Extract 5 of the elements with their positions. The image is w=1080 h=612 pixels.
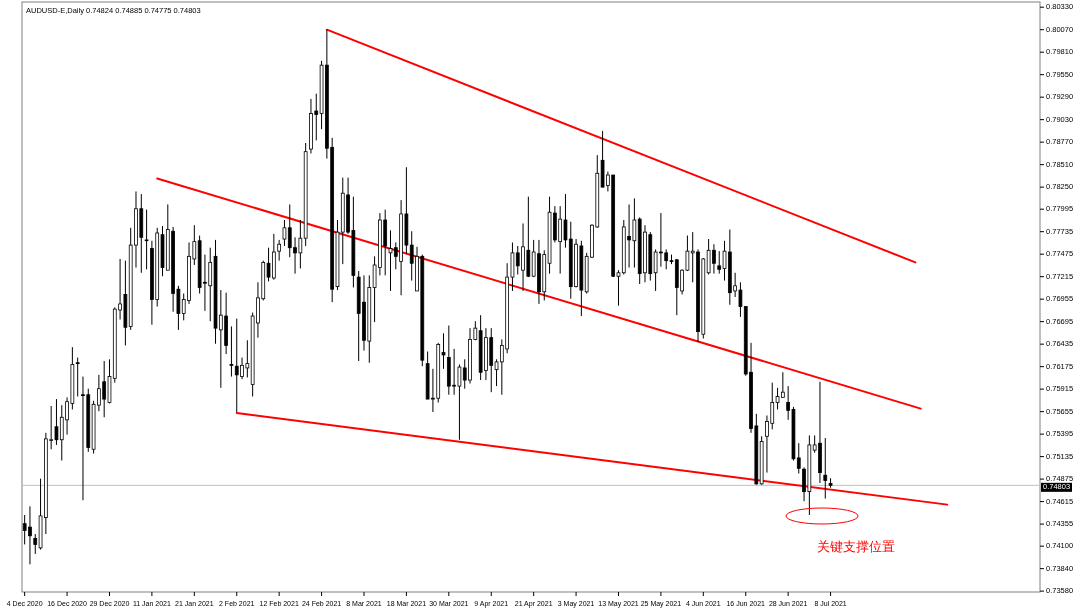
candlestick <box>823 437 828 500</box>
candlestick <box>75 357 80 397</box>
candlestick <box>144 209 149 270</box>
candlestick <box>229 325 234 378</box>
annotation: 关键支撑位置 <box>817 539 895 555</box>
